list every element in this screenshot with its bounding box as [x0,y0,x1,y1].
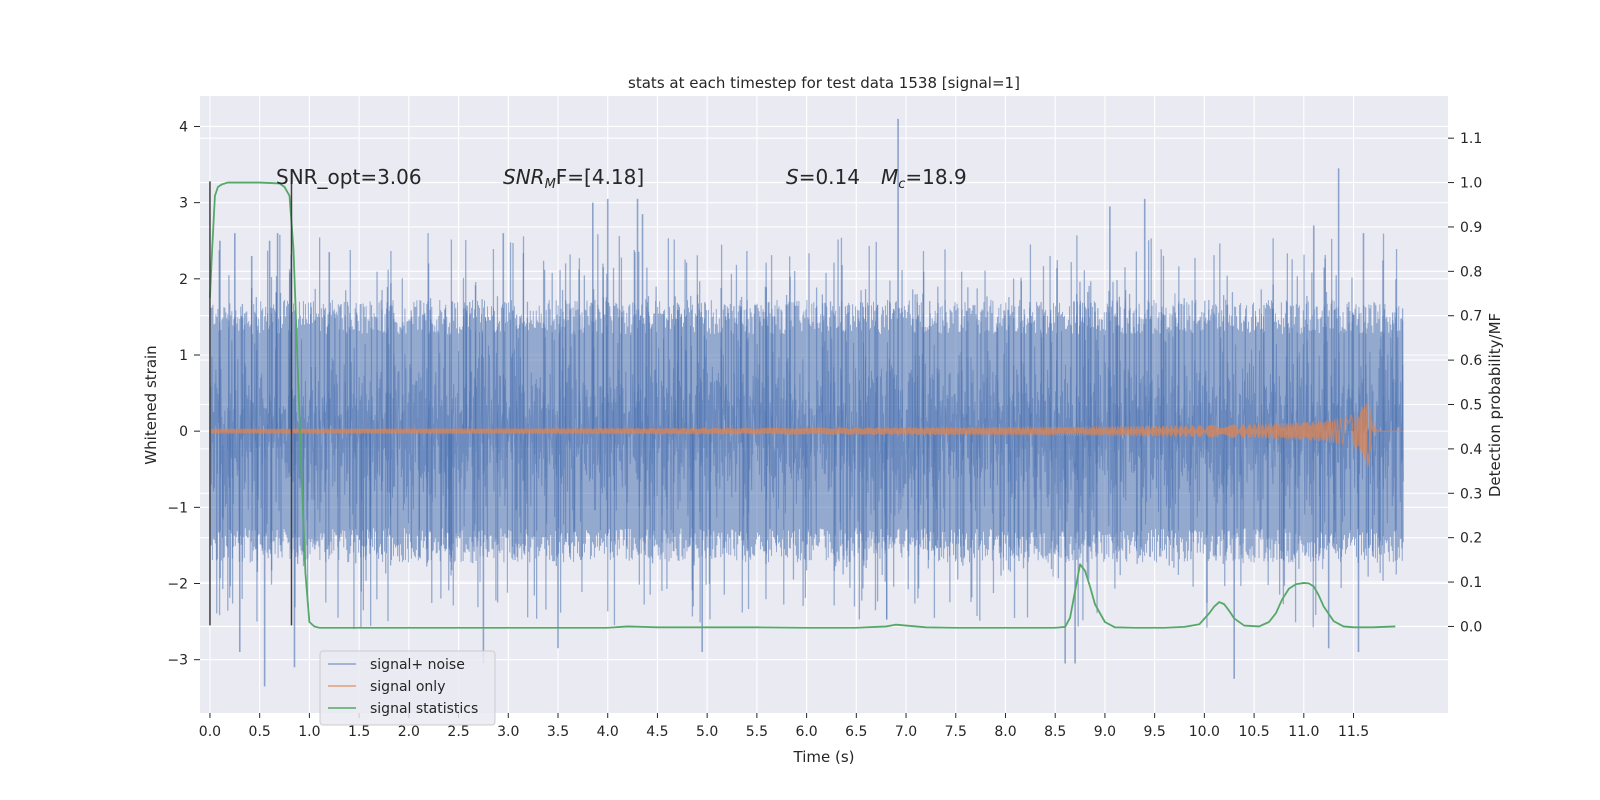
y-ticks-left: −3 −2 −1 0 1 2 3 4 [167,119,200,669]
x-tick-label: 0.0 [199,724,221,740]
y-tick-label-right: 0.6 [1460,353,1482,369]
chart-title: stats at each timestep for test data 153… [628,74,1020,92]
y-tick-label-left: 2 [179,272,188,288]
x-axis-label: Time (s) [793,748,855,766]
y-tick-label-left: −1 [167,500,188,516]
x-tick-label: 2.5 [447,724,469,740]
x-tick-label: 3.5 [547,724,569,740]
annotation-snr-mf: SNRMF=[4.18] [503,165,644,192]
y-tick-label-right: 1.0 [1460,176,1482,192]
y-tick-label-right: 0.5 [1460,398,1482,414]
y-ticks-right: 0.0 0.1 0.2 0.3 0.4 0.5 0.6 0.7 0.8 0.9 1.0 1.1 [1448,131,1482,635]
x-tick-label: 0.5 [249,724,271,740]
annotation-s: S=0.14 [786,165,860,189]
annotation-mc: Mc=18.9 [881,165,967,192]
annotation-mc-value: =18.9 [905,165,966,189]
x-tick-label: 10.5 [1239,724,1270,740]
signal-noise-line [209,299,1404,563]
x-tick-label: 10.0 [1189,724,1220,740]
x-tick-label: 8.0 [994,724,1016,740]
annotation-mc-symbol: M [881,165,898,189]
legend-frame [319,650,496,726]
x-tick-label: 6.0 [795,724,817,740]
y-tick-label-left: 4 [179,119,188,135]
x-tick-label: 1.5 [348,724,370,740]
annotation-snr-mf-subscript: M [545,177,556,192]
x-tick-label: 11.0 [1288,724,1319,740]
y-tick-label-right: 0.4 [1460,442,1482,458]
x-tick-label: 4.0 [597,724,619,740]
y-tick-label-right: 0.2 [1460,531,1482,547]
annotation-mc-subscript: c [898,177,905,192]
x-tick-label: 11.5 [1338,724,1369,740]
annotation-snr-opt: SNR_opt=3.06 [276,165,422,189]
annotation-s-symbol: S [786,165,799,189]
legend-label-signal-only: signal only [370,679,445,695]
y-axis-label-left: Whitened strain [142,345,160,464]
x-tick-label: 3.0 [497,724,519,740]
y-tick-label-left: 0 [179,424,188,440]
y-tick-label-right: 0.3 [1460,486,1482,502]
annotation-snr-mf-symbol: SNR [503,165,545,189]
legend: signal+ noise signal only signal statist… [319,650,496,726]
series-layer [209,118,1404,687]
y-tick-label-left: 1 [179,348,188,364]
legend-label-signal-noise: signal+ noise [370,657,465,673]
annotation-s-value: =0.14 [799,165,860,189]
y-tick-label-right: 1.1 [1460,131,1482,147]
y-tick-label-right: 0.8 [1460,264,1482,280]
x-tick-label: 4.5 [646,724,668,740]
x-tick-label: 8.5 [1044,724,1066,740]
legend-label-signal-statistics: signal statistics [370,701,478,717]
x-tick-label: 7.0 [895,724,917,740]
y-axis-label-right: Detection probability/MF [1486,313,1504,497]
y-tick-label-right: 0.9 [1460,220,1482,236]
x-tick-label: 1.0 [298,724,320,740]
x-tick-label: 9.0 [1094,724,1116,740]
signal-statistics-line [209,181,1396,629]
annotation-snr-mf-value: F=[4.18] [556,165,644,189]
marker-lines [209,181,293,626]
y-tick-label-left: −2 [167,577,188,593]
signal-only-line [209,403,1404,468]
x-tick-label: 9.5 [1144,724,1166,740]
x-tick-label: 5.0 [696,724,718,740]
x-tick-label: 6.5 [845,724,867,740]
y-tick-label-left: 3 [179,196,188,212]
y-tick-label-right: 0.1 [1460,575,1482,591]
x-tick-label: 5.5 [746,724,768,740]
x-ticks: 0.0 0.5 1.0 1.5 2.0 2.5 3.0 3.5 4.0 4.5 5.0 5.5 6.0 6… [199,713,1369,740]
y-tick-label-left: −3 [167,653,188,669]
y-tick-label-right: 0.0 [1460,619,1482,635]
x-tick-label: 2.0 [398,724,420,740]
x-tick-label: 7.5 [945,724,967,740]
y-tick-label-right: 0.7 [1460,309,1482,325]
